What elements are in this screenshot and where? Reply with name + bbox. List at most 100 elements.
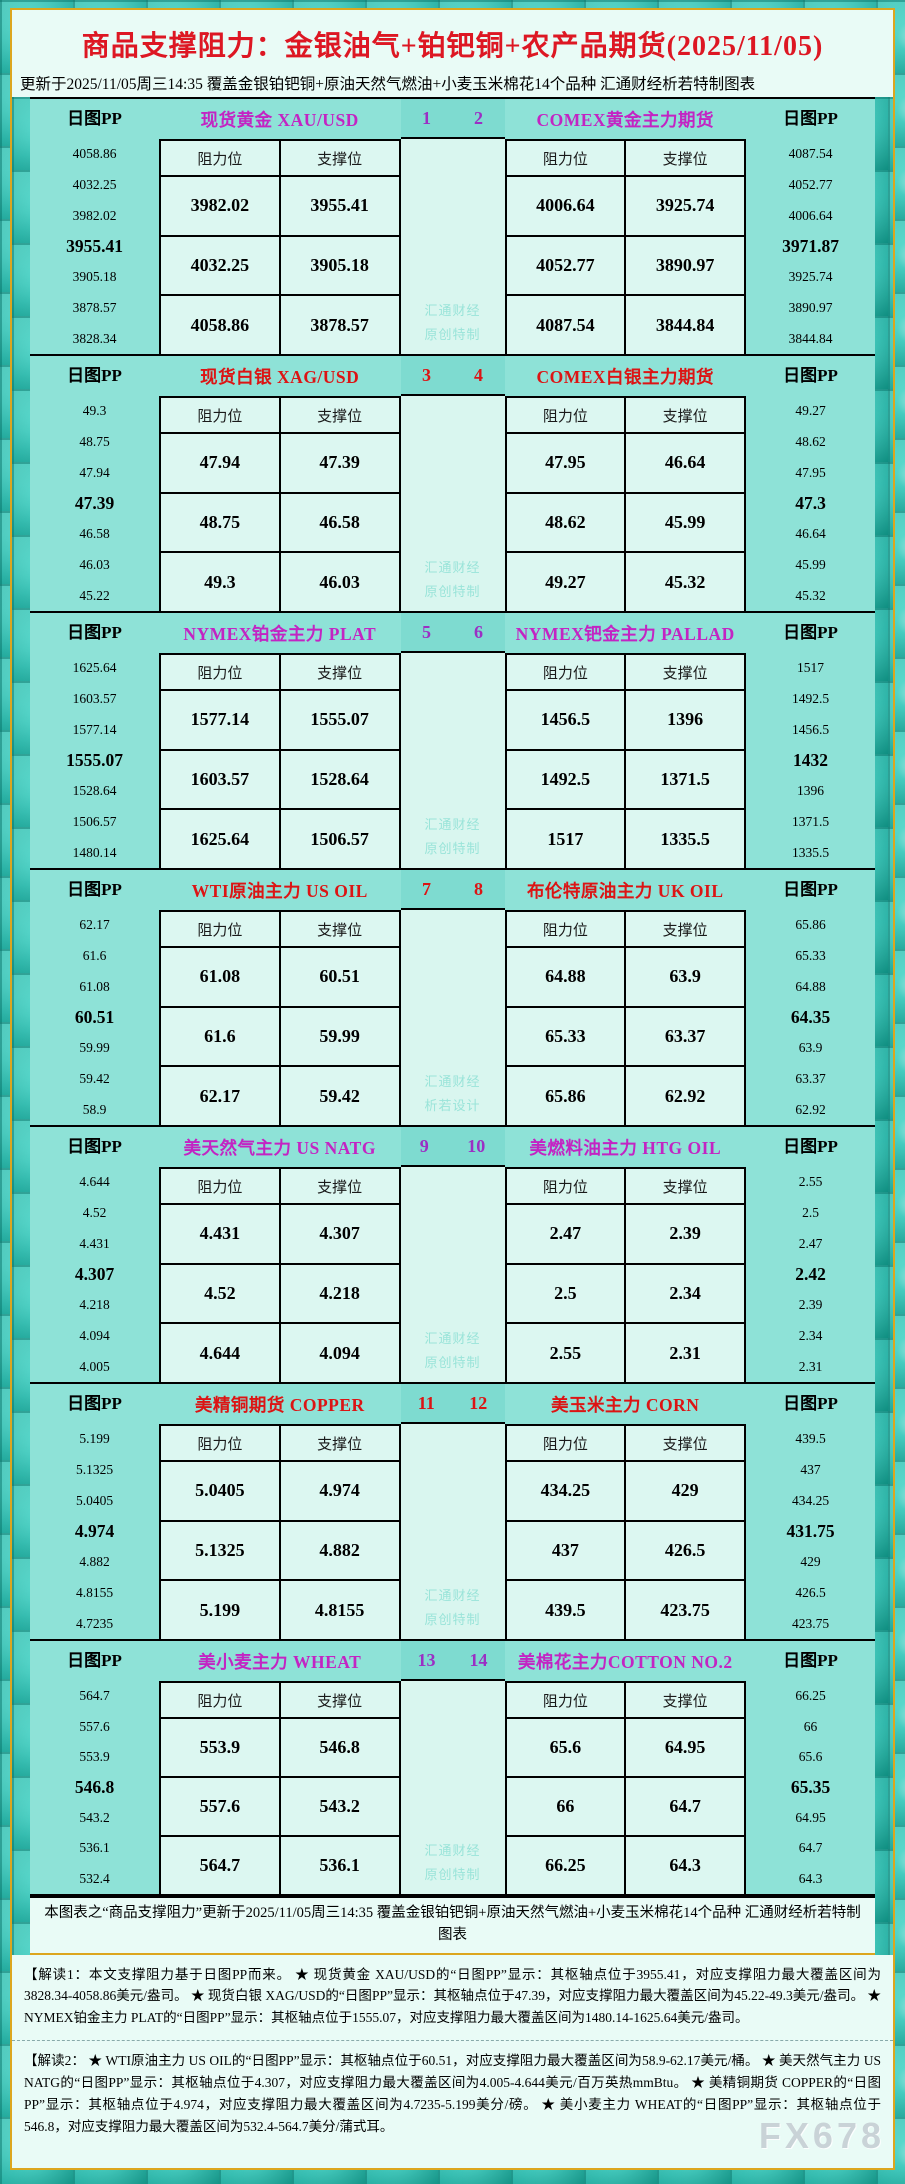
ladder-value: 62.92 (795, 1101, 826, 1117)
ladder-value: 4087.54 (788, 146, 833, 162)
panel-left: 现货黄金 XAU/USD 阻力位 支撑位 3982.02 3955.41 403… (159, 99, 401, 354)
ladder-value: 48.75 (79, 434, 110, 450)
interpretation-note-2-text: 【解读2： ★ WTI原油主力 US OIL的“日图PP”显示：其枢轴点位于60… (24, 2053, 881, 2134)
pivot-value: 60.51 (74, 1007, 115, 1028)
resistance-value: 1492.5 (506, 750, 625, 809)
ladder-value: 5.1325 (75, 1462, 114, 1478)
panel-right: 布伦特原油主力 UK OIL 阻力位 支撑位 64.88 63.9 65.33 … (504, 870, 746, 1125)
brand-line-1: 汇通财经 (424, 1842, 481, 1858)
row-index: 7 (422, 878, 431, 899)
panel-left: 美天然气主力 US NATG 阻力位 支撑位 4.431 4.307 4.52 … (159, 1127, 401, 1382)
ladder-value: 543.2 (79, 1809, 110, 1825)
panel-left: 美小麦主力 WHEAT 阻力位 支撑位 553.9 546.8 557.6 54… (159, 1641, 401, 1894)
ladder-value: 532.4 (79, 1870, 110, 1886)
instrument-title: COMEX黄金主力期货 (504, 99, 746, 139)
brand-line-1: 汇通财经 (424, 559, 481, 575)
brand-watermark: 汇通财经 原创特制 (401, 556, 505, 605)
panel-row: 日图PP 1625.64 1603.57 1577.14 1555.07 152… (30, 611, 875, 868)
ladder-value: 45.99 (795, 556, 826, 572)
resistance-value: 66 (506, 1778, 625, 1835)
pivot-ladder-left: 日图PP 4058.86 4032.25 3982.02 3955.41 390… (30, 99, 159, 354)
support-value: 546.8 (280, 1719, 399, 1776)
resistance-value: 49.27 (506, 553, 625, 611)
ladder-value: 4.7235 (75, 1615, 114, 1631)
index-column-body: 汇通财经 原创特制 (400, 653, 505, 868)
support-value: 429 (626, 1462, 744, 1520)
brand-line-1: 汇通财经 (424, 816, 481, 832)
daily-pp-label: 日图PP (783, 623, 838, 642)
resistance-header: 阻力位 (161, 141, 279, 175)
page-subtitle: 更新于2025/11/05周三14:35 覆盖金银铂钯铜+原油天然气燃油+小麦玉… (20, 76, 756, 93)
resistance-value: 439.5 (506, 1581, 625, 1639)
support-value: 423.75 (626, 1581, 744, 1639)
support-value: 3955.41 (280, 177, 399, 235)
support-value: 45.99 (626, 493, 744, 552)
pivot-value: 64.35 (790, 1007, 831, 1028)
ladder-value: 3878.57 (72, 299, 117, 315)
ladder-value: 3844.84 (788, 330, 833, 346)
ladder-value: 61.6 (82, 948, 107, 964)
support-value: 4.974 (280, 1462, 399, 1520)
ladder-value: 4.005 (79, 1358, 110, 1374)
ladder-value: 63.9 (798, 1040, 823, 1056)
ladder-value: 1335.5 (791, 844, 830, 860)
row-index-band: 1 2 (400, 99, 505, 139)
ladder-value: 1506.57 (72, 813, 117, 829)
row-index: 3 (422, 364, 431, 385)
resistance-header: 阻力位 (506, 1683, 625, 1717)
row-index: 6 (474, 621, 483, 642)
row-index: 11 (417, 1392, 435, 1413)
index-column-body: 汇通财经 析若设计 (400, 910, 505, 1125)
chart-frame: 商品支撑阻力：金银油气+铂钯铜+农产品期货(2025/11/05) 更新于202… (10, 8, 895, 2170)
row-index-band: 13 14 (400, 1641, 505, 1681)
pivot-ladder-right: 日图PP 2.55 2.5 2.47 2.42 2.39 2.34 2.31 (746, 1127, 875, 1382)
daily-pp-label: 日图PP (67, 1394, 122, 1413)
ladder-value: 46.64 (795, 526, 826, 542)
resistance-value: 4006.64 (506, 177, 625, 235)
panel-row: 日图PP 49.3 48.75 47.94 47.39 46.58 46.03 … (30, 354, 875, 611)
brand-watermark: 汇通财经 原创特制 (401, 1584, 505, 1633)
ladder-value: 66 (803, 1718, 818, 1734)
index-column: 1 2 汇通财经 原创特制 (400, 99, 505, 354)
resistance-value: 1517 (506, 810, 625, 868)
ladder-value: 59.99 (79, 1040, 110, 1056)
ladder-value: 434.25 (791, 1492, 830, 1508)
ladder-value: 1603.57 (72, 691, 117, 707)
support-header: 支撑位 (280, 141, 399, 175)
ladder-value: 1480.14 (72, 844, 117, 860)
row-index-band: 7 8 (400, 870, 505, 910)
resistance-value: 4.431 (161, 1205, 279, 1263)
support-header: 支撑位 (280, 1426, 399, 1460)
resistance-value: 4032.25 (161, 236, 279, 295)
row-index: 13 (417, 1649, 436, 1670)
ladder-value: 2.5 (802, 1205, 819, 1221)
brand-watermark: 汇通财经 析若设计 (401, 1070, 505, 1119)
resistance-header: 阻力位 (506, 655, 625, 689)
ladder-value: 426.5 (795, 1584, 826, 1600)
ladder-value: 4.52 (82, 1205, 107, 1221)
ladder-value: 49.3 (82, 403, 107, 419)
levels-table: 阻力位 支撑位 3982.02 3955.41 4032.25 3905.18 … (159, 139, 401, 354)
ladder-value: 3982.02 (72, 207, 117, 223)
index-column-body: 汇通财经 原创特制 (400, 1167, 505, 1382)
levels-table: 阻力位 支撑位 434.25 429 437 426.5 439.5 423.7… (504, 1424, 746, 1639)
ladder-value: 4.882 (79, 1554, 110, 1570)
index-column-body: 汇通财经 原创特制 (400, 1424, 505, 1639)
pivot-ladder-left: 日图PP 5.199 5.1325 5.0405 4.974 4.882 4.8… (30, 1384, 159, 1639)
panel-right: 美玉米主力 CORN 阻力位 支撑位 434.25 429 437 426.5 … (504, 1384, 746, 1639)
panel-left: NYMEX铂金主力 PLAT 阻力位 支撑位 1577.14 1555.07 1… (159, 613, 401, 868)
support-value: 1335.5 (626, 810, 744, 868)
ladder-value: 3925.74 (788, 269, 833, 285)
support-value: 2.31 (626, 1324, 744, 1382)
support-value: 46.58 (280, 493, 399, 552)
resistance-value: 4052.77 (506, 236, 625, 295)
brand-line-2: 原创特制 (424, 1867, 481, 1883)
support-value: 63.37 (626, 1007, 744, 1066)
support-value: 543.2 (280, 1778, 399, 1835)
levels-table: 阻力位 支撑位 5.0405 4.974 5.1325 4.882 5.199 … (159, 1424, 401, 1639)
support-header: 支撑位 (280, 1683, 399, 1717)
resistance-value: 65.86 (506, 1067, 625, 1125)
brand-watermark: 汇通财经 原创特制 (401, 299, 505, 348)
ladder-value: 47.95 (795, 464, 826, 480)
ladder-value: 65.6 (798, 1749, 823, 1765)
